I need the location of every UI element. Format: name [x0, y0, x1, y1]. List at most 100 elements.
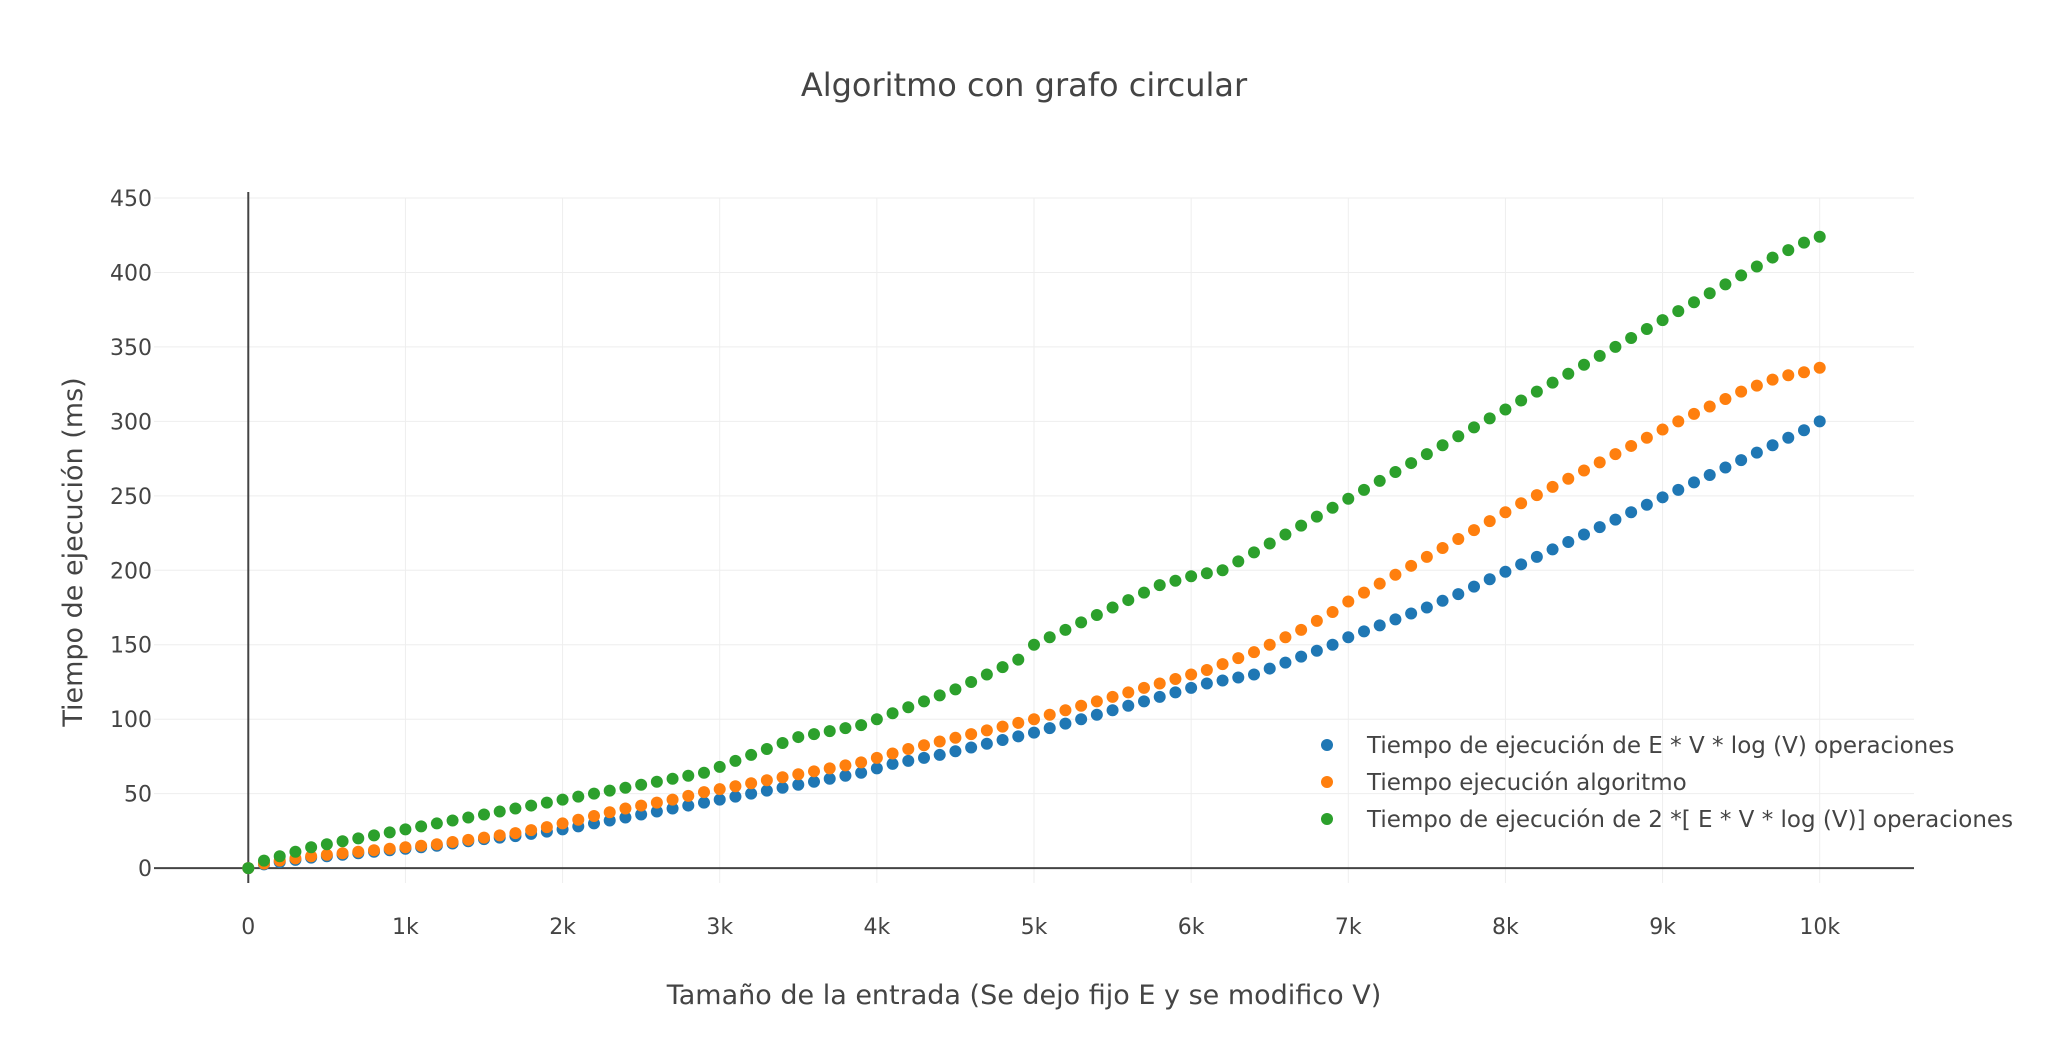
- data-point: [855, 719, 868, 732]
- data-point: [399, 823, 412, 836]
- data-point: [1515, 394, 1528, 407]
- data-point: [776, 737, 789, 750]
- data-point: [980, 737, 993, 750]
- data-point: [572, 813, 585, 826]
- data-point: [1562, 472, 1575, 485]
- data-point: [1609, 448, 1622, 461]
- data-point: [1719, 461, 1732, 474]
- data-point: [1200, 664, 1213, 677]
- data-point: [729, 754, 742, 767]
- data-point: [1625, 506, 1638, 519]
- legend-item-2[interactable]: Tiempo ejecución algoritmo: [1321, 770, 1687, 796]
- grid: [154, 197, 1914, 883]
- data-point: [1688, 296, 1700, 309]
- legend-item-3[interactable]: Tiempo de ejecución de 2 *[ E * V * log …: [1321, 807, 2013, 833]
- data-point: [1782, 431, 1795, 444]
- data-point: [713, 783, 726, 796]
- data-point: [886, 757, 899, 770]
- data-point: [949, 745, 962, 758]
- data-point: [870, 751, 883, 764]
- data-point: [320, 838, 333, 851]
- data-point: [1515, 497, 1528, 510]
- data-point: [1090, 708, 1103, 721]
- data-point: [478, 808, 490, 821]
- data-point: [729, 780, 742, 793]
- data-point: [352, 845, 365, 858]
- data-point: [1405, 607, 1418, 620]
- data-point: [1216, 674, 1229, 687]
- data-point: [1310, 614, 1323, 627]
- data-point: [1420, 448, 1433, 461]
- data-point: [556, 817, 569, 830]
- data-point: [745, 748, 758, 761]
- data-point: [1578, 528, 1590, 541]
- data-point: [1106, 704, 1119, 717]
- data-point: [1043, 631, 1056, 644]
- data-point: [698, 766, 710, 779]
- data-point: [1138, 695, 1150, 708]
- data-point: [415, 820, 428, 833]
- data-point: [839, 722, 852, 735]
- data-point: [1263, 662, 1276, 675]
- data-point: [1719, 278, 1732, 291]
- data-point: [1562, 535, 1575, 548]
- data-point: [1342, 631, 1355, 644]
- data-point: [1656, 491, 1669, 504]
- data-point: [1703, 287, 1716, 300]
- data-point: [1766, 373, 1779, 386]
- data-point: [1295, 650, 1308, 663]
- data-point: [1200, 677, 1213, 690]
- data-point: [1153, 579, 1166, 592]
- data-point: [336, 847, 349, 860]
- data-point: [760, 742, 773, 755]
- data-point: [760, 774, 773, 787]
- data-point: [1295, 623, 1308, 636]
- data-point: [1593, 349, 1606, 362]
- data-point: [839, 759, 852, 772]
- x-tick-label: 1k: [392, 915, 419, 940]
- data-point: [635, 778, 648, 791]
- data-point: [1483, 412, 1496, 425]
- data-point: [1546, 376, 1559, 389]
- data-point: [1452, 533, 1465, 546]
- data-point: [996, 720, 1009, 733]
- data-point: [1798, 424, 1810, 437]
- data-point: [1452, 430, 1465, 443]
- data-point: [1420, 550, 1433, 563]
- data-point: [1326, 501, 1339, 514]
- data-point: [446, 814, 459, 827]
- data-point: [1342, 595, 1355, 608]
- data-point: [1813, 415, 1826, 428]
- data-point: [572, 790, 585, 803]
- data-point: [1090, 608, 1103, 621]
- data-point: [650, 775, 663, 788]
- data-point: [1640, 498, 1653, 511]
- data-point: [1059, 623, 1072, 636]
- legend-item-1[interactable]: Tiempo de ejecución de E * V * log (V) o…: [1321, 733, 1954, 759]
- data-point: [320, 848, 333, 861]
- data-point: [1530, 489, 1543, 502]
- data-point: [682, 769, 695, 782]
- data-point: [1468, 524, 1480, 537]
- data-point: [1766, 251, 1779, 264]
- data-point: [918, 751, 930, 764]
- legend[interactable]: Tiempo de ejecución de E * V * log (V) o…: [1321, 733, 2013, 833]
- data-point: [1593, 456, 1606, 469]
- data-point: [1452, 588, 1465, 601]
- data-point: [792, 768, 805, 781]
- data-point: [808, 775, 820, 788]
- data-point: [1750, 379, 1763, 392]
- data-point: [1185, 570, 1198, 583]
- data-point: [1703, 468, 1716, 481]
- data-point: [1735, 454, 1748, 467]
- data-point: [1562, 367, 1575, 380]
- data-point: [1185, 681, 1198, 694]
- data-point: [1075, 616, 1088, 629]
- data-point: [965, 728, 978, 741]
- data-point: [1012, 716, 1025, 729]
- legend-label: Tiempo ejecución algoritmo: [1366, 770, 1687, 796]
- data-point: [1342, 492, 1355, 505]
- data-point: [1719, 393, 1732, 406]
- data-point: [1499, 403, 1512, 416]
- data-point: [902, 754, 915, 767]
